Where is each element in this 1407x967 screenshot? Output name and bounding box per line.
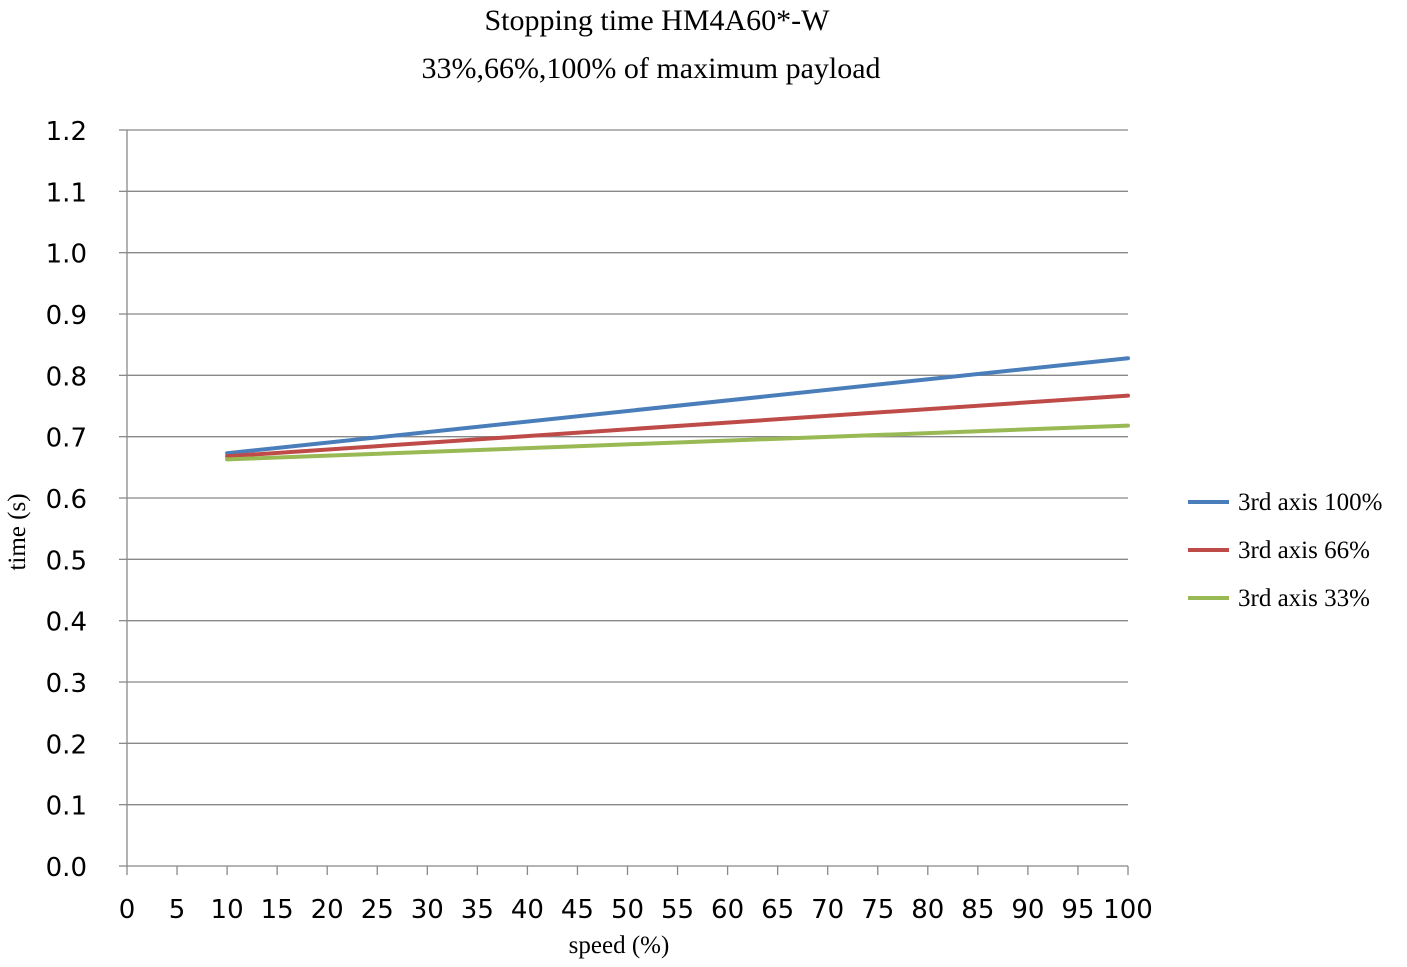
x-tick-label: 85 — [961, 895, 994, 925]
y-tick-label: 0.3 — [46, 669, 87, 699]
x-axis-label: speed (%) — [569, 932, 670, 959]
y-axis-label: time (s) — [4, 493, 31, 570]
x-tick-label: 5 — [169, 895, 186, 925]
legend-label: 3rd axis 66% — [1238, 537, 1370, 564]
x-tick-label: 50 — [611, 895, 644, 925]
y-tick-label: 0.7 — [46, 424, 87, 454]
y-tick-label: 0.1 — [46, 792, 87, 822]
x-tick-label: 65 — [761, 895, 794, 925]
y-tick-label: 0.4 — [46, 608, 87, 638]
y-tick-label: 1.2 — [46, 117, 87, 147]
x-tick-label: 55 — [661, 895, 694, 925]
x-tick-label: 75 — [861, 895, 894, 925]
axes: 0.0 0.1 0.2 0.3 0.4 0.5 0.6 0.7 0.8 0.9 1.0 1.1 1.2 0… — [46, 117, 1153, 925]
x-tick-label: 10 — [211, 895, 244, 925]
series-lines — [225, 356, 1130, 462]
legend: 3rd axis 100% 3rd axis 66% 3rd axis 33% — [1188, 489, 1382, 612]
y-tick-label: 0.9 — [46, 301, 87, 331]
x-tick-label: 95 — [1061, 895, 1094, 925]
x-tick-label: 20 — [311, 895, 344, 925]
x-tick-label: 15 — [261, 895, 294, 925]
x-tick-label: 35 — [461, 895, 494, 925]
x-tick-label: 45 — [561, 895, 594, 925]
y-tick-label: 1.0 — [46, 240, 87, 270]
y-tick-label: 1.1 — [46, 178, 87, 208]
x-tick-label: 40 — [511, 895, 544, 925]
x-tick-label: 90 — [1011, 895, 1044, 925]
x-tick-label: 70 — [811, 895, 844, 925]
legend-label: 3rd axis 33% — [1238, 585, 1370, 612]
x-tick-label: 60 — [711, 895, 744, 925]
x-tick-label: 100 — [1103, 895, 1153, 925]
chart-subtitle: 33%,66%,100% of maximum payload — [421, 52, 880, 85]
y-tick-label: 0.0 — [46, 853, 87, 883]
y-tick-label: 0.8 — [46, 362, 87, 392]
x-tick-label: 0 — [119, 895, 136, 925]
y-tick-label: 0.2 — [46, 730, 87, 760]
series-line — [225, 423, 1130, 462]
x-tick-label: 25 — [361, 895, 394, 925]
x-tick-label: 30 — [411, 895, 444, 925]
x-tick-label: 80 — [911, 895, 944, 925]
y-tick-label: 0.5 — [46, 546, 87, 576]
legend-label: 3rd axis 100% — [1238, 489, 1382, 516]
y-tick-label: 0.6 — [46, 485, 87, 515]
gridlines — [127, 129, 1128, 806]
chart-title: Stopping time HM4A60*-W — [485, 4, 831, 37]
series-line — [225, 356, 1130, 456]
series-line — [225, 393, 1130, 459]
